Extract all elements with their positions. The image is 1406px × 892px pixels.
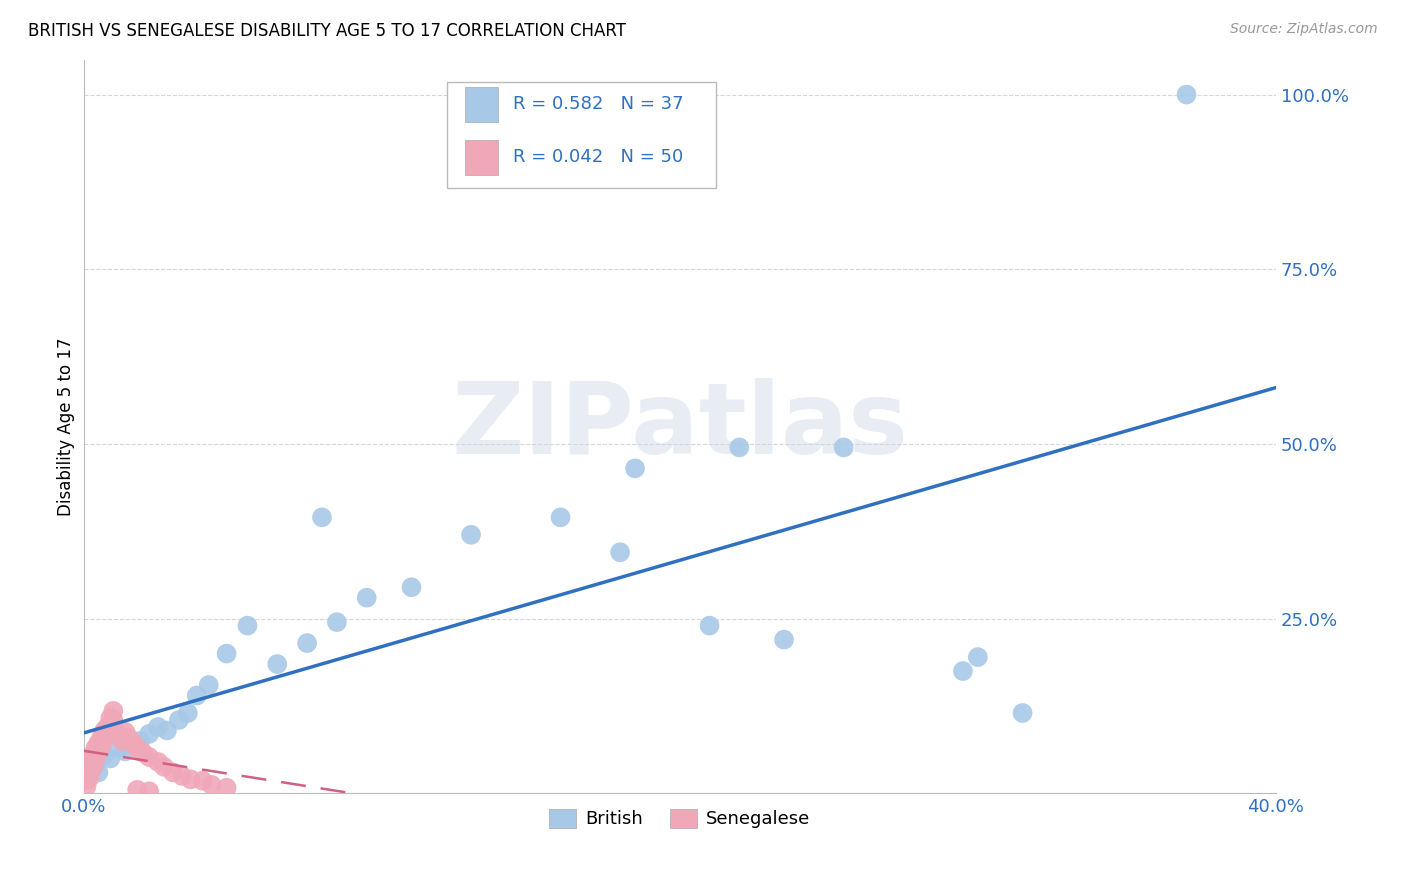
Legend: British, Senegalese: British, Senegalese — [541, 802, 818, 836]
Text: R = 0.042   N = 50: R = 0.042 N = 50 — [513, 148, 683, 166]
Point — [90, 739, 112, 753]
Point — [832, 441, 855, 455]
FancyBboxPatch shape — [447, 81, 716, 188]
Point — [79, 757, 101, 772]
Point — [146, 720, 169, 734]
Point — [108, 729, 131, 743]
Point — [93, 731, 115, 746]
Point — [186, 689, 208, 703]
Point — [108, 740, 131, 755]
Point — [153, 760, 176, 774]
Point — [76, 755, 98, 769]
Point — [138, 784, 160, 798]
Point — [201, 778, 224, 792]
Point — [111, 734, 134, 748]
Point — [550, 510, 572, 524]
Point — [76, 758, 98, 772]
Point — [120, 734, 142, 748]
Point — [177, 706, 200, 720]
Point — [114, 744, 136, 758]
Point — [311, 510, 333, 524]
Point — [82, 747, 104, 762]
Point — [120, 738, 142, 752]
Point — [84, 753, 107, 767]
Point — [773, 632, 796, 647]
Point — [191, 773, 214, 788]
Point — [84, 758, 107, 772]
Point — [460, 528, 482, 542]
Point — [105, 724, 128, 739]
Point — [401, 580, 423, 594]
Point — [138, 727, 160, 741]
Point — [699, 618, 721, 632]
Point — [952, 664, 974, 678]
Bar — [465, 139, 499, 175]
Point — [79, 765, 101, 780]
Point — [79, 771, 101, 785]
Point — [98, 711, 121, 725]
Point — [103, 704, 125, 718]
Point — [127, 740, 149, 755]
Point — [114, 724, 136, 739]
Point — [167, 713, 190, 727]
Point — [197, 678, 219, 692]
Point — [79, 760, 101, 774]
Point — [90, 731, 112, 745]
Point — [87, 744, 110, 758]
Point — [84, 747, 107, 762]
Point — [117, 731, 139, 745]
Point — [103, 713, 125, 727]
Point — [122, 738, 145, 752]
Y-axis label: Disability Age 5 to 17: Disability Age 5 to 17 — [58, 337, 75, 516]
Point — [356, 591, 378, 605]
Point — [156, 723, 179, 738]
Point — [180, 772, 202, 787]
Point — [82, 751, 104, 765]
Point — [295, 636, 318, 650]
Bar — [465, 87, 499, 122]
Point — [326, 615, 349, 629]
Point — [98, 751, 121, 765]
Point — [82, 757, 104, 772]
Point — [76, 772, 98, 787]
Text: ZIPatlas: ZIPatlas — [451, 378, 908, 475]
Point — [132, 746, 155, 760]
Text: Source: ZipAtlas.com: Source: ZipAtlas.com — [1230, 22, 1378, 37]
Point — [76, 765, 98, 780]
Point — [146, 755, 169, 769]
Point — [129, 734, 152, 748]
Point — [728, 441, 751, 455]
Point — [98, 720, 121, 734]
Point — [76, 765, 98, 780]
Point — [79, 753, 101, 767]
Point — [82, 762, 104, 776]
Point — [609, 545, 631, 559]
Text: R = 0.582   N = 37: R = 0.582 N = 37 — [513, 95, 683, 113]
Point — [79, 758, 101, 772]
Point — [162, 765, 184, 780]
Point — [87, 765, 110, 780]
Point — [266, 657, 288, 671]
Point — [215, 780, 238, 795]
Text: BRITISH VS SENEGALESE DISABILITY AGE 5 TO 17 CORRELATION CHART: BRITISH VS SENEGALESE DISABILITY AGE 5 T… — [28, 22, 626, 40]
Point — [1011, 706, 1033, 720]
Point — [93, 747, 115, 762]
Point — [215, 647, 238, 661]
Point — [624, 461, 647, 475]
Point — [76, 762, 98, 776]
Point — [93, 723, 115, 738]
Point — [236, 618, 259, 632]
Point — [84, 740, 107, 755]
Point — [1175, 87, 1198, 102]
Point — [76, 769, 98, 783]
Point — [170, 769, 193, 783]
Point — [138, 750, 160, 764]
Point — [76, 780, 98, 794]
Point — [87, 736, 110, 750]
Point — [966, 650, 988, 665]
Point — [127, 782, 149, 797]
Point — [96, 720, 118, 734]
